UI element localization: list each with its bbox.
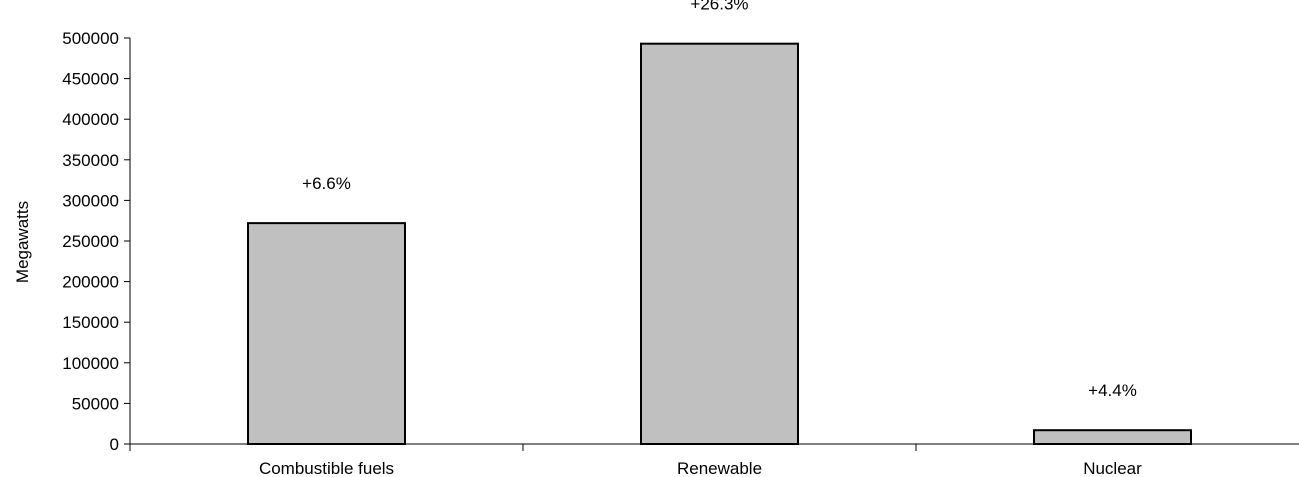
y-tick-label: 250000 [62, 232, 119, 251]
bars [247, 42, 1192, 446]
category-label: Nuclear [1083, 459, 1142, 477]
y-tick-label: 200000 [62, 273, 119, 292]
bar [247, 222, 406, 445]
axes [129, 38, 1299, 451]
y-tick-label: 350000 [62, 151, 119, 170]
category-label: Renewable [677, 459, 762, 477]
category-labels: Combustible fuels Renewable Nuclear [259, 459, 1142, 477]
data-labels: +6.6% +26.3% +4.4% [302, 0, 1137, 400]
data-label: +26.3% [690, 0, 748, 14]
y-tick-label: 400000 [62, 110, 119, 129]
y-tick-label: 150000 [62, 313, 119, 332]
y-tick-label: 50000 [72, 394, 119, 413]
bar [1033, 429, 1192, 446]
y-axis-ticks: 0 50000 100000 150000 200000 250000 300000 3500… [62, 29, 130, 454]
category-label: Combustible fuels [259, 459, 394, 477]
y-tick-label: 300000 [62, 191, 119, 210]
data-label: +4.4% [1088, 381, 1137, 400]
data-label: +6.6% [302, 174, 351, 193]
y-tick-label: 0 [110, 435, 119, 454]
y-tick-label: 450000 [62, 70, 119, 89]
y-tick-label: 100000 [62, 354, 119, 373]
bar [640, 42, 799, 446]
y-tick-label: 500000 [62, 29, 119, 48]
y-axis-title: Megawatts [13, 201, 32, 283]
